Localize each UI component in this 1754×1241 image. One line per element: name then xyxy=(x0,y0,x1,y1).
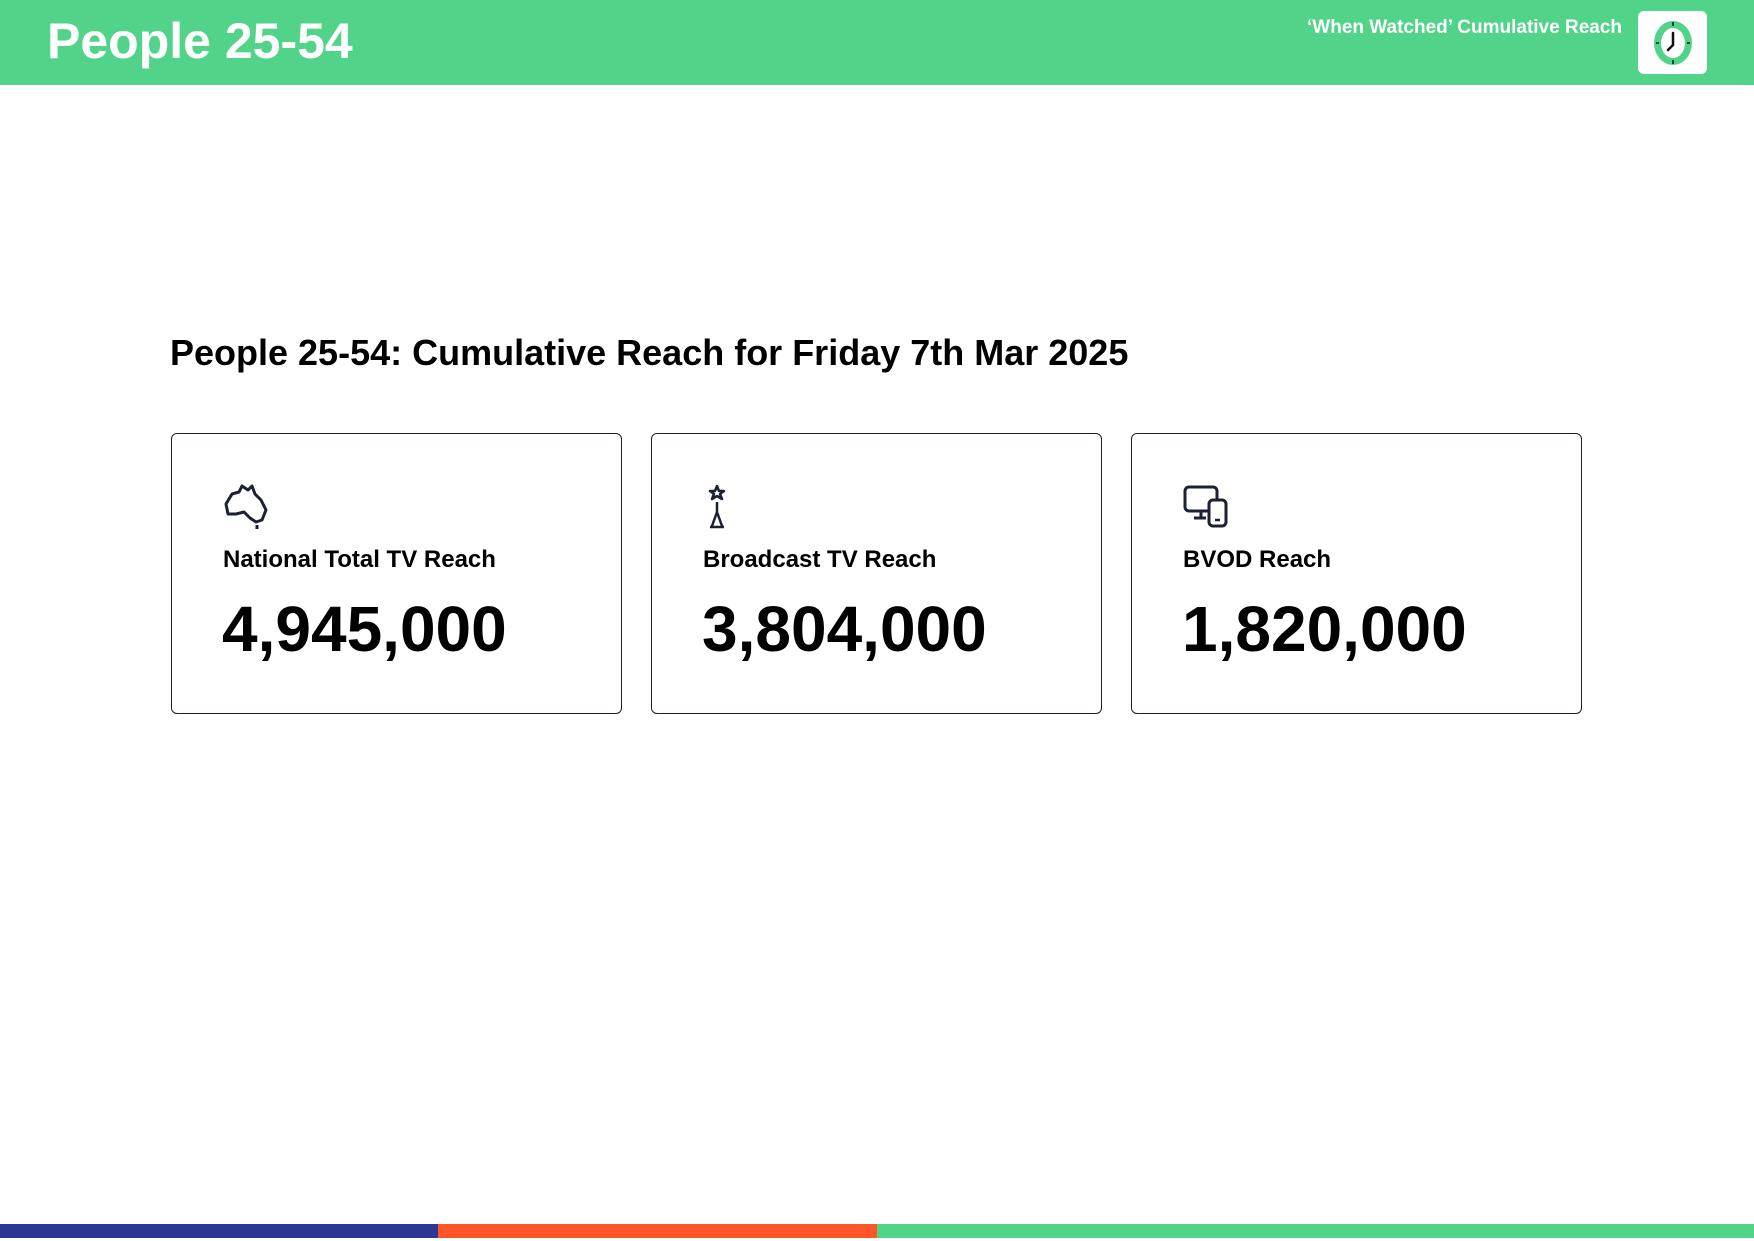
card-national-total-tv-reach: National Total TV Reach 4,945,000 xyxy=(171,433,622,714)
card-value: 3,804,000 xyxy=(702,593,987,665)
australia-map-icon xyxy=(222,484,272,530)
footer-bar-green xyxy=(877,1224,1754,1238)
clock-icon xyxy=(1638,11,1707,74)
footer-bar-blue xyxy=(0,1224,438,1238)
card-label: BVOD Reach xyxy=(1183,546,1332,573)
card-value: 1,820,000 xyxy=(1182,593,1467,665)
broadcast-tower-icon xyxy=(702,484,752,530)
header-title: People 25-54 xyxy=(47,13,353,69)
card-label: Broadcast TV Reach xyxy=(703,546,937,573)
header: People 25-54 ‘When Watched’ Cumulative R… xyxy=(0,0,1754,85)
devices-icon xyxy=(1182,484,1232,530)
footer-bar-orange xyxy=(438,1224,877,1238)
header-subtitle: ‘When Watched’ Cumulative Reach xyxy=(1307,17,1622,38)
card-broadcast-tv-reach: Broadcast TV Reach 3,804,000 xyxy=(651,433,1102,714)
card-bvod-reach: BVOD Reach 1,820,000 xyxy=(1131,433,1582,714)
card-label: National Total TV Reach xyxy=(223,546,496,573)
card-value: 4,945,000 xyxy=(222,593,507,665)
page-title: People 25-54: Cumulative Reach for Frida… xyxy=(170,332,1129,373)
